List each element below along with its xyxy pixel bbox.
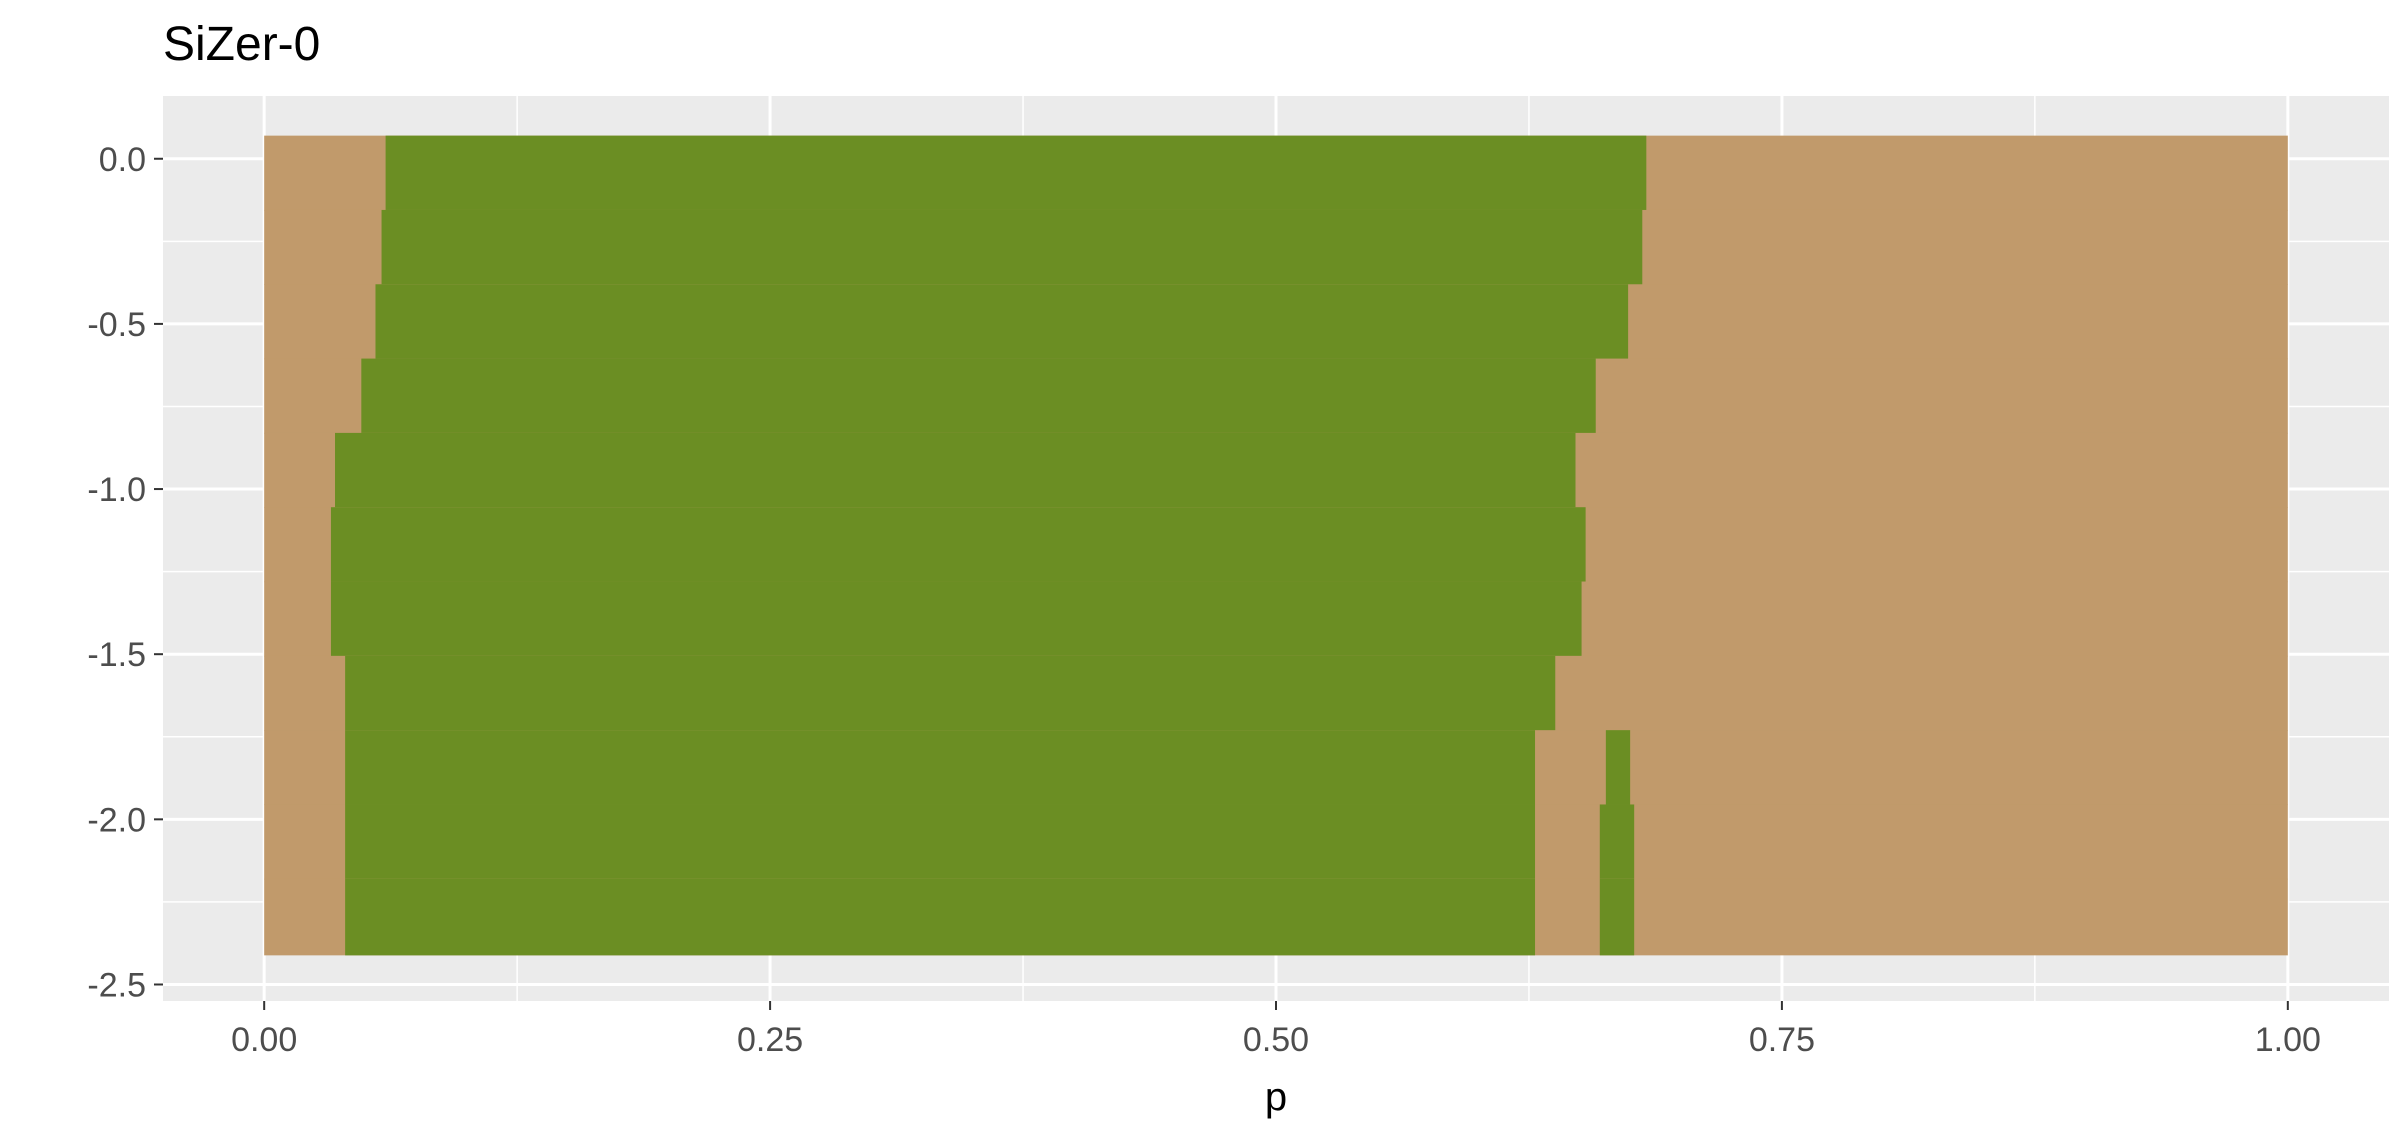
tile-significant bbox=[335, 432, 1576, 508]
x-tick-label: 0.25 bbox=[737, 1021, 803, 1059]
x-tick-label: 1.00 bbox=[2255, 1021, 2321, 1059]
tile-significant bbox=[330, 581, 1582, 657]
tile-significant bbox=[345, 655, 1556, 731]
tile-significant bbox=[381, 209, 1643, 285]
tile-significant bbox=[385, 135, 1647, 211]
tile-significant bbox=[330, 507, 1586, 583]
y-tick-label: -1.0 bbox=[87, 471, 146, 509]
tile-significant bbox=[361, 358, 1596, 434]
tile-significant bbox=[345, 804, 1536, 880]
chart-title: SiZer-0 bbox=[163, 18, 320, 71]
y-tick-label: -1.5 bbox=[87, 636, 146, 674]
y-tick-label: -2.0 bbox=[87, 801, 146, 839]
x-tick-label: 0.00 bbox=[231, 1021, 297, 1059]
x-axis-title: p bbox=[1265, 1075, 1287, 1119]
sizer-tiles bbox=[264, 135, 2288, 956]
x-tick-label: 0.50 bbox=[1243, 1021, 1309, 1059]
x-axis-ticks: 0.00 0.25 0.50 0.75 1.00 bbox=[231, 1001, 2321, 1059]
x-tick-label: 0.75 bbox=[1749, 1021, 1815, 1059]
y-tick-label: -2.5 bbox=[87, 966, 146, 1004]
tile-significant bbox=[345, 730, 1536, 806]
tile-significant bbox=[375, 284, 1629, 360]
y-tick-label: -0.5 bbox=[87, 306, 146, 344]
tile-significant bbox=[1605, 730, 1631, 806]
tile-significant bbox=[1599, 804, 1635, 880]
tile-significant bbox=[345, 878, 1536, 956]
y-axis-ticks: 0.0 -0.5 -1.0 -1.5 -2.0 -2.5 bbox=[87, 141, 163, 1004]
y-tick-label: 0.0 bbox=[99, 141, 146, 179]
tile-significant bbox=[1599, 878, 1635, 956]
